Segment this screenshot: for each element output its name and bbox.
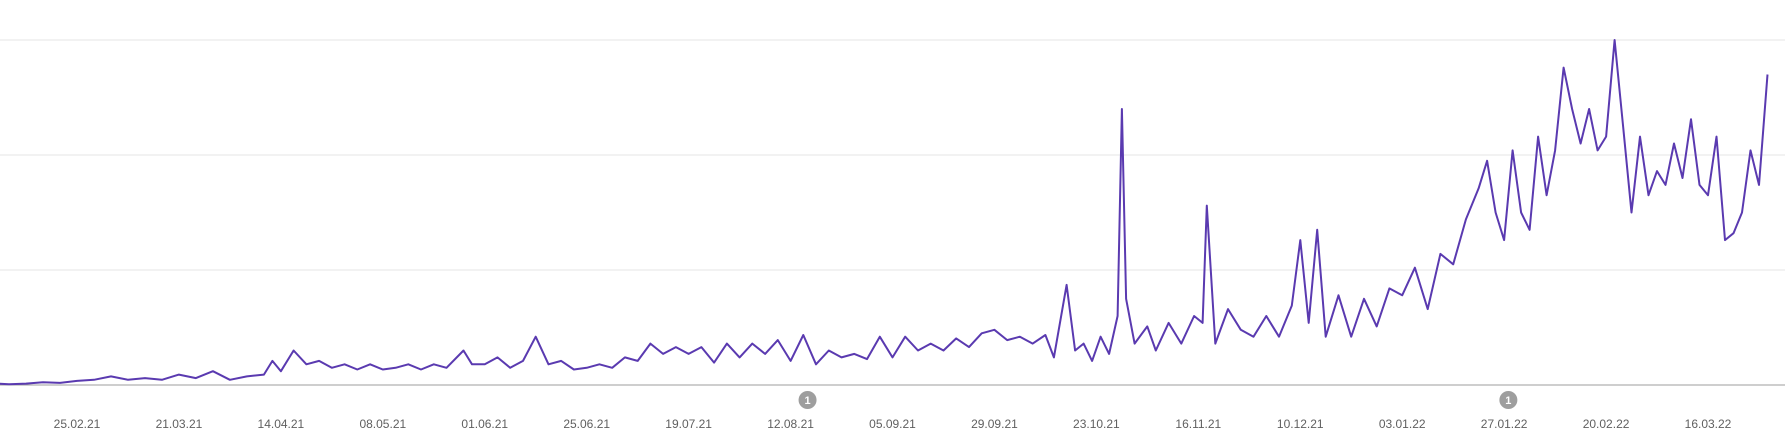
annotation-marker-label: 1 <box>1505 395 1511 407</box>
x-tick-label: 08.05.21 <box>359 417 406 431</box>
x-tick-label: 20.02.22 <box>1583 417 1630 431</box>
x-tick-label: 03.01.22 <box>1379 417 1426 431</box>
x-tick-label: 14.04.21 <box>258 417 305 431</box>
x-tick-label: 10.12.21 <box>1277 417 1324 431</box>
annotation-marker[interactable]: 1 <box>1499 391 1518 409</box>
x-tick-label: 27.01.22 <box>1481 417 1528 431</box>
x-tick-label: 25.02.21 <box>54 417 101 431</box>
x-tick-label: 29.09.21 <box>971 417 1018 431</box>
x-tick-label: 12.08.21 <box>767 417 814 431</box>
annotation-marker-circle[interactable] <box>798 391 817 409</box>
series-line <box>0 39 1769 386</box>
x-tick-label: 01.06.21 <box>461 417 508 431</box>
x-tick-label: 25.06.21 <box>563 417 610 431</box>
series-layer <box>0 39 1769 386</box>
x-tick-label: 05.09.21 <box>869 417 916 431</box>
x-axis-tick-labels: 25.02.21 21.03.21 14.04.21 08.05.21 01.06.21… <box>54 417 1732 431</box>
x-tick-label: 16.03.22 <box>1685 417 1732 431</box>
grid-lines <box>0 39 1785 271</box>
x-tick-label: 16.11.21 <box>1175 417 1221 431</box>
annotation-marker[interactable]: 1 <box>798 391 817 409</box>
annotation-marker-label: 1 <box>804 395 810 407</box>
x-tick-label: 23.10.21 <box>1073 417 1120 431</box>
x-tick-label: 21.03.21 <box>156 417 203 431</box>
x-tick-label: 19.07.21 <box>665 417 712 431</box>
annotation-marker-circle[interactable] <box>1499 391 1518 409</box>
